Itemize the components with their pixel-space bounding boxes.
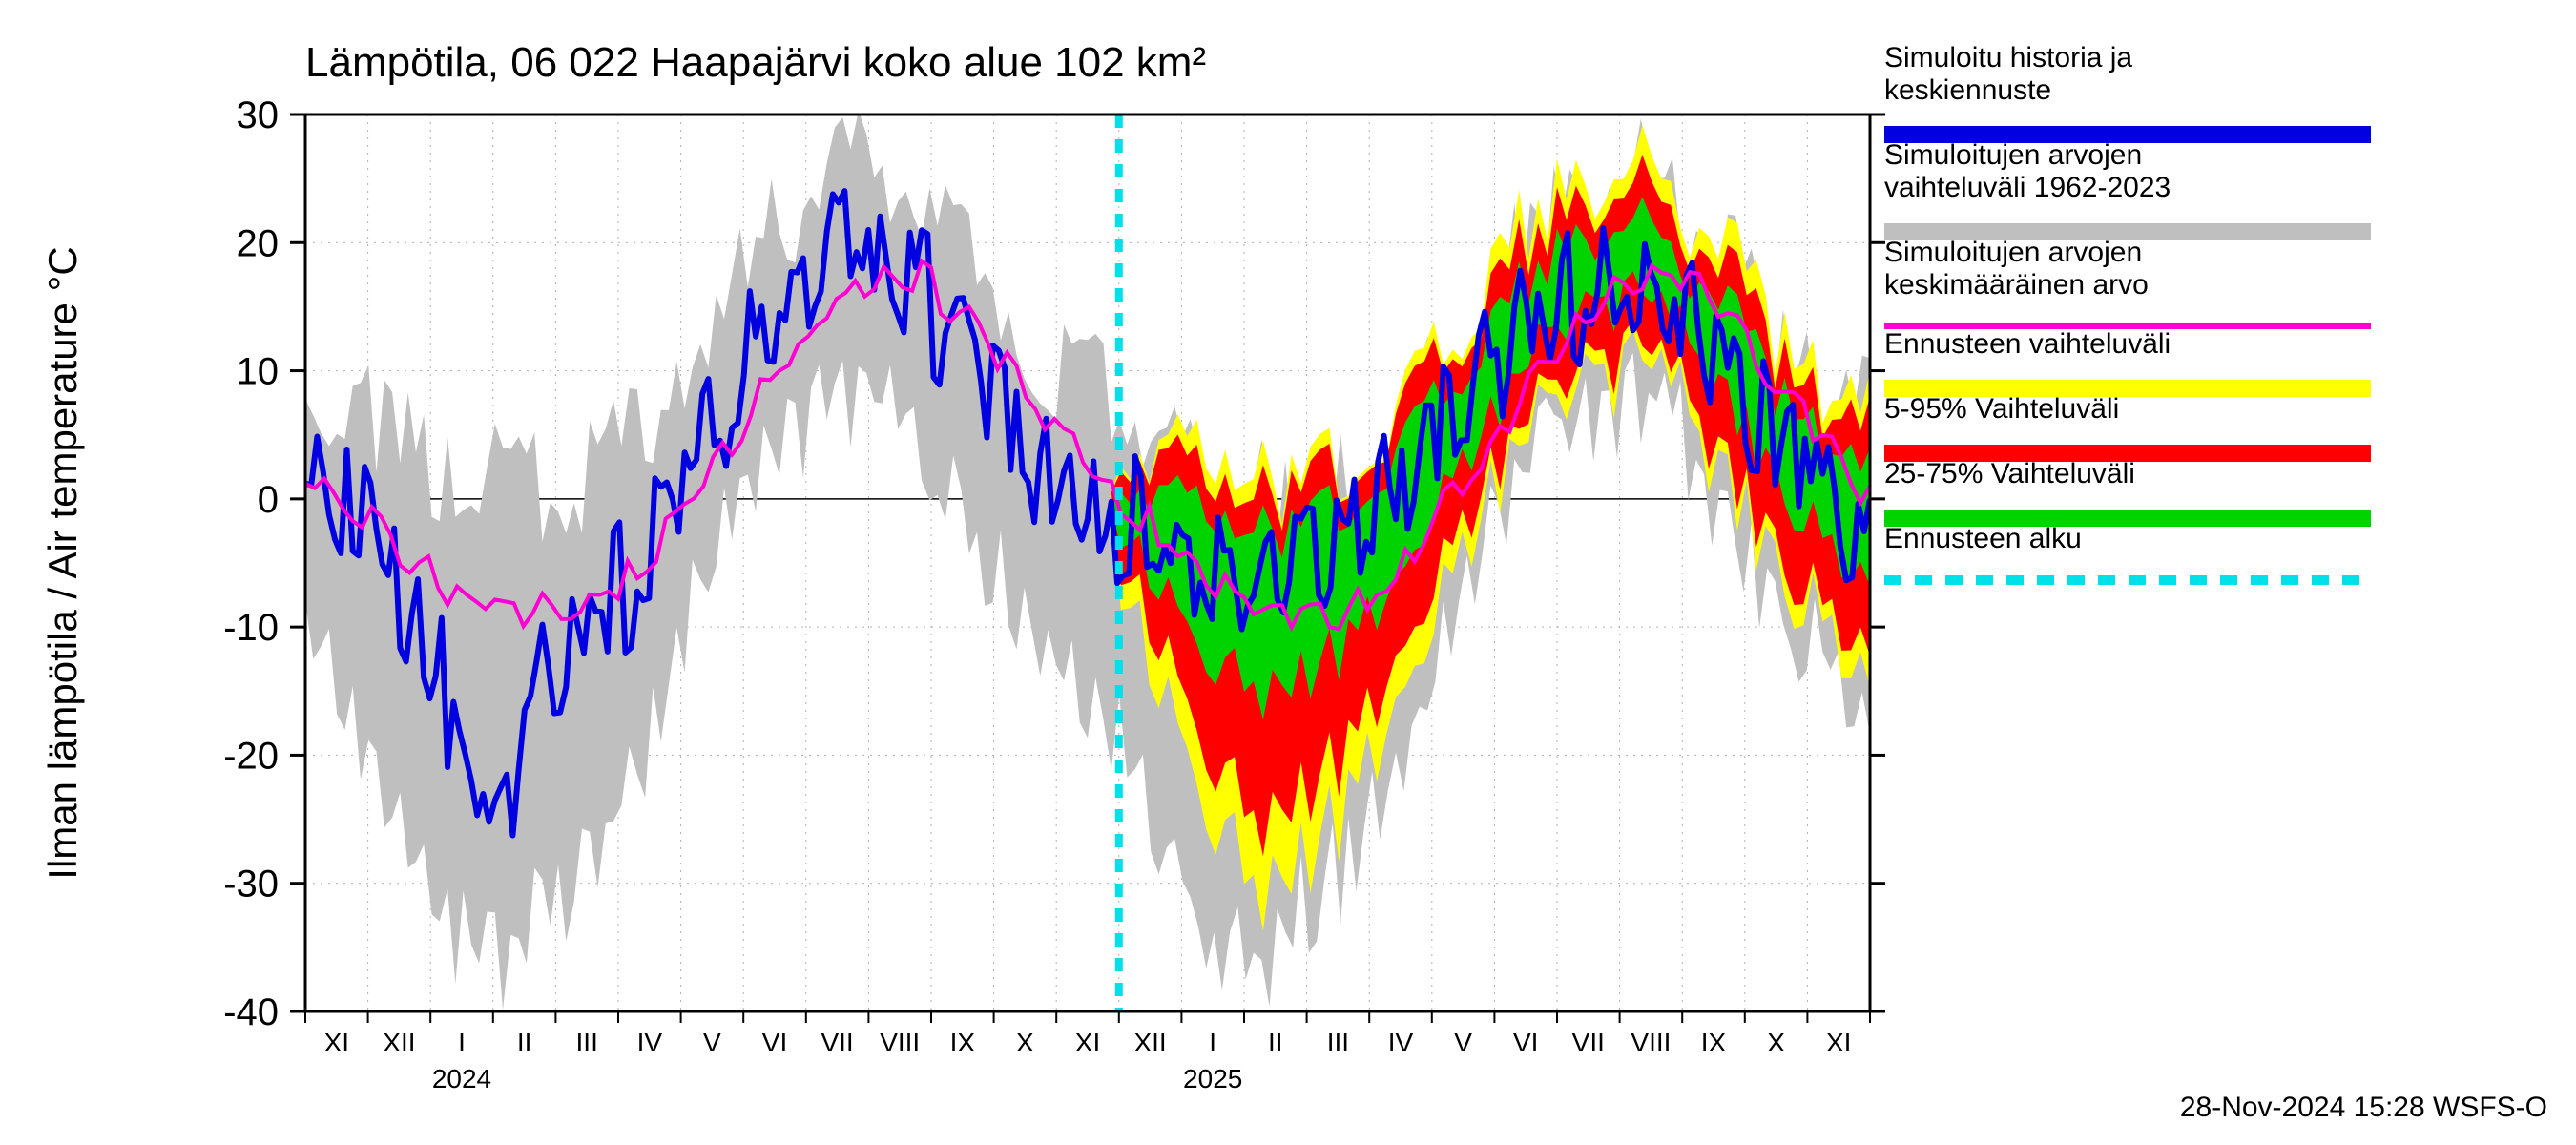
legend-label: keskiennuste — [1884, 74, 2051, 106]
y-tick-label: -40 — [223, 991, 279, 1033]
x-month-label: II — [1268, 1028, 1283, 1057]
x-month-label: XI — [1075, 1028, 1100, 1057]
y-tick-label: 20 — [237, 222, 280, 264]
legend-label: Simuloitujen arvojen — [1884, 237, 2142, 268]
x-month-label: XI — [324, 1028, 349, 1057]
legend-label: Ennusteen alku — [1884, 523, 2082, 554]
x-month-label: VI — [1513, 1028, 1538, 1057]
x-month-label: VIII — [1631, 1028, 1671, 1057]
legend-label: 25-75% Vaihteluväli — [1884, 458, 2135, 489]
x-month-label: VII — [1572, 1028, 1605, 1057]
x-month-label: XII — [383, 1028, 415, 1057]
x-month-label: VI — [762, 1028, 787, 1057]
x-month-label: I — [1209, 1028, 1216, 1057]
x-month-label: VIII — [880, 1028, 920, 1057]
x-month-label: III — [1327, 1028, 1349, 1057]
legend-label: Ennusteen vaihteluväli — [1884, 328, 2171, 360]
x-month-label: V — [1454, 1028, 1472, 1057]
legend-label: 5-95% Vaihteluväli — [1884, 393, 2119, 425]
y-tick-label: -20 — [223, 735, 279, 777]
x-month-label: IX — [950, 1028, 976, 1057]
temperature-chart: -40-30-20-100102030XIXIIIIIIIIIVVVIVIIVI… — [0, 0, 2576, 1145]
x-year-label: 2025 — [1183, 1064, 1242, 1093]
y-tick-label: -30 — [223, 864, 279, 906]
x-month-label: III — [576, 1028, 598, 1057]
chart-title: Lämpötila, 06 022 Haapajärvi koko alue 1… — [305, 39, 1206, 86]
x-month-label: X — [1767, 1028, 1785, 1057]
x-month-label: IX — [1701, 1028, 1727, 1057]
x-month-label: XII — [1133, 1028, 1166, 1057]
y-tick-label: 0 — [258, 479, 279, 521]
y-tick-label: 30 — [237, 94, 280, 136]
y-tick-label: 10 — [237, 351, 280, 393]
x-month-label: X — [1016, 1028, 1034, 1057]
x-month-label: VII — [821, 1028, 853, 1057]
x-month-label: IV — [1388, 1028, 1414, 1057]
x-month-label: II — [517, 1028, 532, 1057]
legend-label: vaihteluväli 1962-2023 — [1884, 172, 2171, 203]
y-axis-label: Ilman lämpötila / Air temperature °C — [40, 246, 85, 879]
legend-label: Simuloitu historia ja — [1884, 42, 2132, 73]
x-month-label: V — [703, 1028, 721, 1057]
timestamp-footer: 28-Nov-2024 15:28 WSFS-O — [2180, 1092, 2547, 1123]
x-month-label: IV — [637, 1028, 663, 1057]
legend-label: keskimääräinen arvo — [1884, 269, 2149, 301]
x-month-label: XI — [1826, 1028, 1851, 1057]
y-tick-label: -10 — [223, 607, 279, 649]
x-year-label: 2024 — [432, 1064, 491, 1093]
legend-label: Simuloitujen arvojen — [1884, 139, 2142, 171]
x-month-label: I — [458, 1028, 466, 1057]
